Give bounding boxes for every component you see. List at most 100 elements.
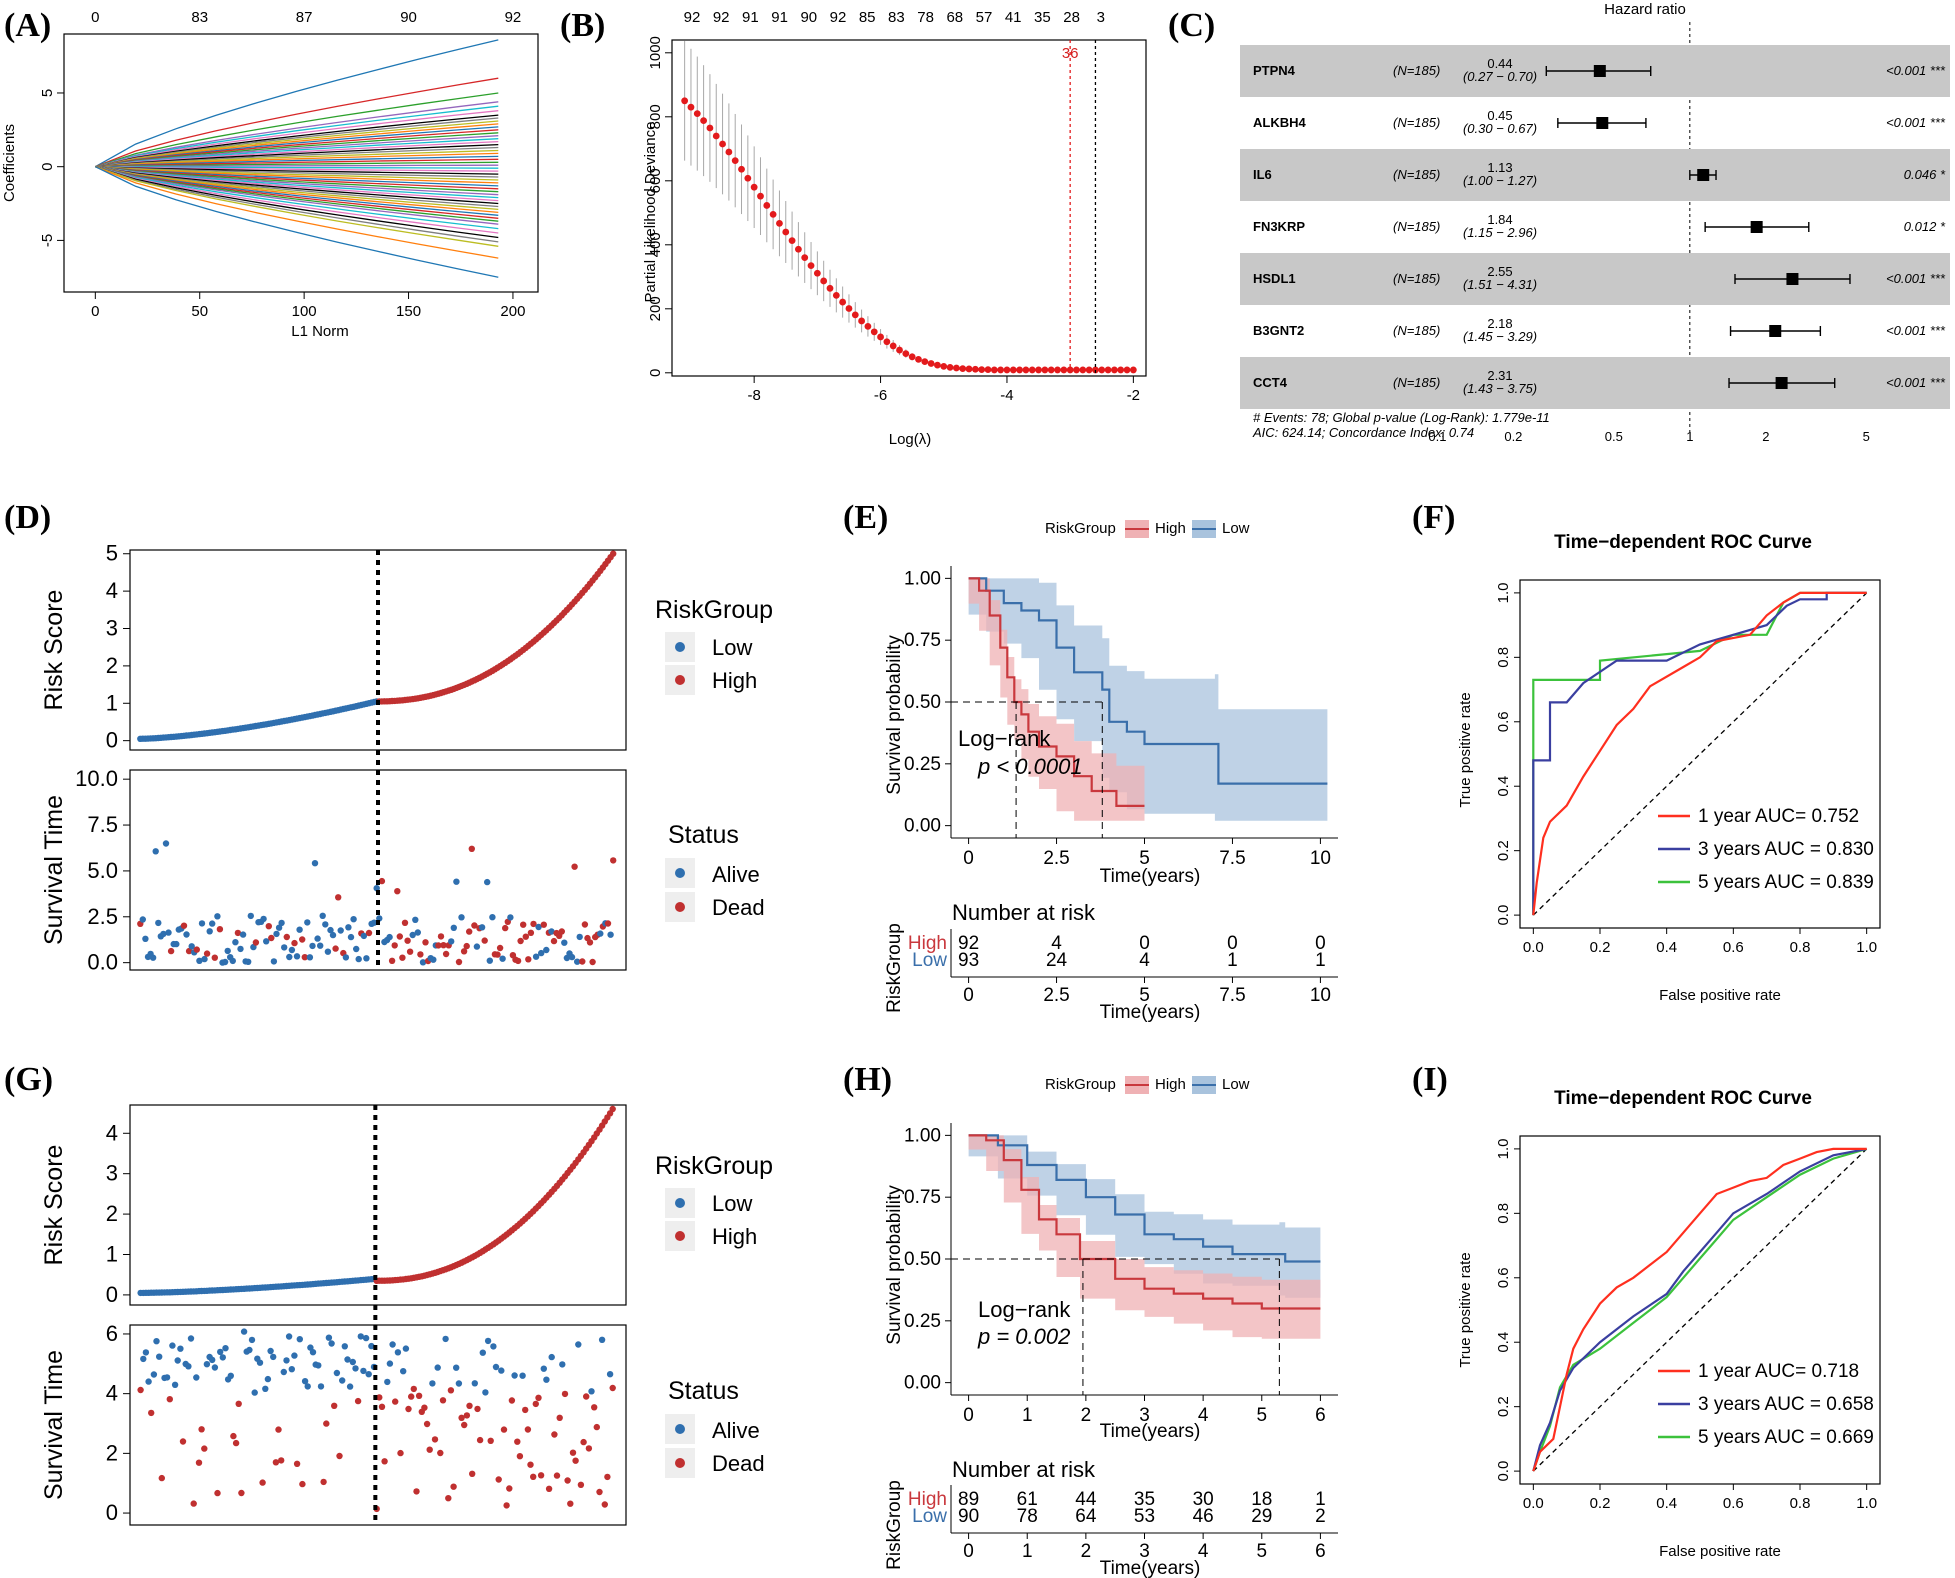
D-plot-surv-point-158 xyxy=(543,946,550,954)
D-plot-surv-point-108 xyxy=(414,929,421,936)
G-plot-surv-point-102 xyxy=(408,1393,415,1400)
panel-b-toptick-1: 92 xyxy=(713,9,730,26)
G-plot-surv-point-161 xyxy=(564,1477,571,1484)
H-risk-low-3: 53 xyxy=(1134,1506,1155,1527)
panel-e-legend-high: High xyxy=(1155,520,1186,537)
panel-g-legend-low-dot xyxy=(675,1198,685,1208)
G-plot-surv-point-171 xyxy=(591,1404,598,1411)
D-plot-surv-point-170 xyxy=(574,958,581,965)
G-plot-surv-point-146 xyxy=(524,1426,532,1433)
D-plot-surv-point-100 xyxy=(394,888,401,895)
panel-a-lasso-coefficients: 0 0 50 83 100 87 150 90 200 92 -5 0 5 L1 Norm Coeffi… xyxy=(1,9,539,340)
G-plot-surv-point-131 xyxy=(484,1337,492,1345)
panel-a-path-0 xyxy=(94,39,499,168)
panel-c-p-6: <0.001 *** xyxy=(1886,375,1946,390)
I-plot-ytick-5: 1.0 xyxy=(1495,1138,1512,1159)
H-risk-high-4: 30 xyxy=(1193,1489,1214,1510)
D-plot-surv-point-135 xyxy=(484,878,491,886)
panel-b-point-16 xyxy=(782,228,790,236)
D-plot-surv-point-80 xyxy=(342,954,350,961)
G-plot-surv-point-69 xyxy=(320,1478,327,1486)
panel-c-gene-3: FN3KRP xyxy=(1253,219,1305,234)
G-plot-surv-point-30 xyxy=(217,1348,224,1356)
G-plot-surv-point-157 xyxy=(553,1472,561,1479)
G-plot-surv-point-92 xyxy=(381,1458,388,1465)
I-plot-diagonal xyxy=(1532,1148,1868,1472)
D-plot-surv-point-67 xyxy=(309,942,316,950)
D-plot-surv-point-72 xyxy=(322,921,329,928)
panel-c-hr-1: 0.45 xyxy=(1487,108,1512,123)
G-plot-surv-point-133 xyxy=(490,1343,497,1350)
G-plot-surv-point-116 xyxy=(445,1495,452,1502)
panel-a-ytick-0: -5 xyxy=(39,234,56,247)
panel-b-point-0 xyxy=(681,97,689,105)
panel-e-xlabel: Time(years) xyxy=(1100,866,1201,887)
I-plot-ytick-0: 0.0 xyxy=(1495,1461,1512,1482)
G-plot-surv-point-176 xyxy=(604,1473,611,1481)
panel-b-point-43 xyxy=(953,364,960,372)
D-plot-surv-point-38 xyxy=(234,929,242,937)
G-plot-surv-point-108 xyxy=(423,1420,431,1428)
panel-f-legend-1y: 1 year AUC= 0.752 xyxy=(1698,806,1859,827)
D-plot-surv-point-37 xyxy=(232,939,239,946)
E-plot-curve-low xyxy=(968,577,1328,785)
panel-f-legend: 1 year AUC= 0.752 3 years AUC = 0.830 5 … xyxy=(1658,806,1874,893)
D-plot-surv-point-182 xyxy=(604,920,612,927)
H-plot-xtick-3: 3 xyxy=(1139,1405,1150,1426)
panel-a-path-18 xyxy=(95,149,499,168)
panel-c-n-5: (N=185) xyxy=(1393,323,1440,338)
panel-e-risk-axis: RiskGroup xyxy=(884,923,905,1013)
panel-a-path-20 xyxy=(95,155,499,168)
panel-b-point-31 xyxy=(877,333,884,341)
panel-c-ticks: 0.1 0.2 0.5 1 2 5 xyxy=(1428,429,1870,444)
D-plot-surv-point-11 xyxy=(165,929,172,936)
G-plot-surv-point-100 xyxy=(402,1345,410,1352)
panel-c-estimate-2 xyxy=(1697,169,1710,181)
panel-a-path-25 xyxy=(95,166,499,172)
panel-a-path-1 xyxy=(95,77,499,168)
D-plot-surv-point-141 xyxy=(499,955,506,962)
panel-g-risk-ylabel: Risk Score xyxy=(40,1145,68,1266)
panel-i-xlabel: False positive rate xyxy=(1659,1543,1781,1560)
panel-b-point-11 xyxy=(750,183,758,191)
D-plot-surv-point-134 xyxy=(481,937,488,944)
panel-a-toptick-3: 90 xyxy=(400,9,417,26)
G-plot-surv-point-80 xyxy=(349,1358,356,1366)
D-plot-surv-point-98 xyxy=(388,957,396,964)
H-plot-ribbon-high xyxy=(968,1135,1321,1339)
panel-b-point-15 xyxy=(776,219,783,227)
panel-b-point-64 xyxy=(1085,366,1093,374)
panel-b-point-71 xyxy=(1129,366,1137,374)
D-plot-surv-point-84 xyxy=(353,945,360,953)
panel-a-xtick-4: 200 xyxy=(500,303,525,320)
panel-b-xlabel: Log(λ) xyxy=(889,431,932,448)
G-plot-surv-point-143 xyxy=(516,1453,524,1460)
G-plot-surv-point-119 xyxy=(453,1364,460,1371)
D-plot-surv-point-78 xyxy=(337,927,344,934)
D-plot-surv-point-91 xyxy=(370,919,378,926)
panel-b-point-65 xyxy=(1092,366,1099,374)
G-plot-risk-ytick-2: 2 xyxy=(106,1201,118,1226)
panel-b-toptick-6: 85 xyxy=(859,9,876,26)
H-risk-low-0: 90 xyxy=(958,1506,979,1527)
D-plot-surv-point-136 xyxy=(486,957,493,964)
E-risk-label-low: Low xyxy=(912,950,947,971)
E-risk-low-3: 1 xyxy=(1227,950,1238,971)
panel-b-point-32 xyxy=(883,338,891,346)
panel-a-toptick-0: 0 xyxy=(91,9,99,26)
G-plot-surv-point-125 xyxy=(469,1470,476,1478)
panel-label-D: (D) xyxy=(4,499,51,536)
G-plot-surv-point-83 xyxy=(357,1333,364,1340)
D-plot-surv-point-69 xyxy=(314,935,321,942)
D-plot-surv-ytick-4: 10.0 xyxy=(75,766,118,791)
H-plot-xtick-4: 4 xyxy=(1198,1405,1209,1426)
F-plot-ytick-5: 1.0 xyxy=(1495,582,1512,603)
panel-a-ticks: 0 0 50 83 100 87 150 90 200 92 -5 0 5 xyxy=(39,9,525,320)
panel-a-xtick-3: 150 xyxy=(396,303,421,320)
D-plot-surv-point-28 xyxy=(209,920,216,927)
G-plot-surv-point-155 xyxy=(548,1353,555,1361)
panel-b-ytick-1: 200 xyxy=(647,296,664,321)
E-risk-low-1: 24 xyxy=(1046,950,1068,971)
panel-c-gene-4: HSDL1 xyxy=(1253,271,1296,286)
G-plot-surv-point-132 xyxy=(487,1437,494,1445)
